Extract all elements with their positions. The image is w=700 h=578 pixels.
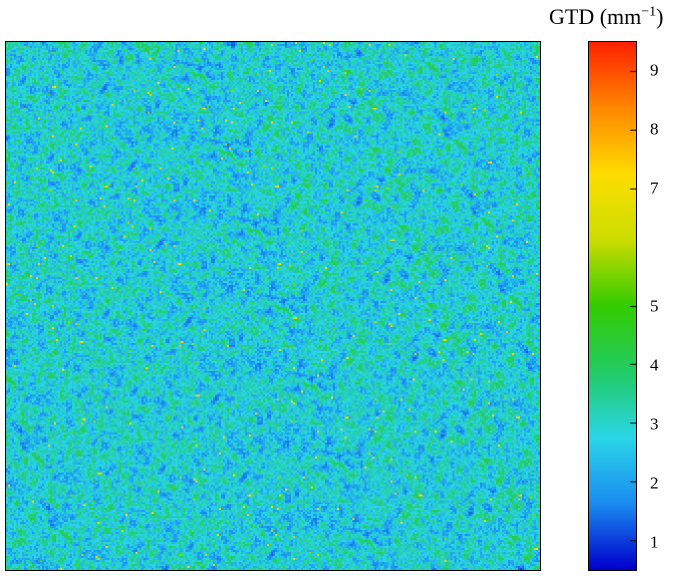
colorbar-tick-label: 4 xyxy=(650,355,659,375)
heatmap-field xyxy=(6,42,540,570)
colorbar-title-exponent: −1 xyxy=(641,4,657,20)
colorbar-title-main: GTD (mm xyxy=(549,4,642,29)
colorbar-title: GTD (mm−1) xyxy=(549,4,664,30)
heatmap-frame xyxy=(5,41,541,571)
colorbar-tick-label: 8 xyxy=(650,119,659,139)
colorbar-tick-label: 2 xyxy=(650,473,659,493)
colorbar-tick-label: 7 xyxy=(650,178,659,198)
colorbar-title-close: ) xyxy=(656,4,664,29)
colorbar-tick-label: 9 xyxy=(650,60,659,80)
colorbar-tick-label: 3 xyxy=(650,414,659,434)
colorbar xyxy=(588,41,637,571)
colorbar-tick-label: 1 xyxy=(650,532,659,552)
colorbar-tick-label: 5 xyxy=(650,296,659,316)
